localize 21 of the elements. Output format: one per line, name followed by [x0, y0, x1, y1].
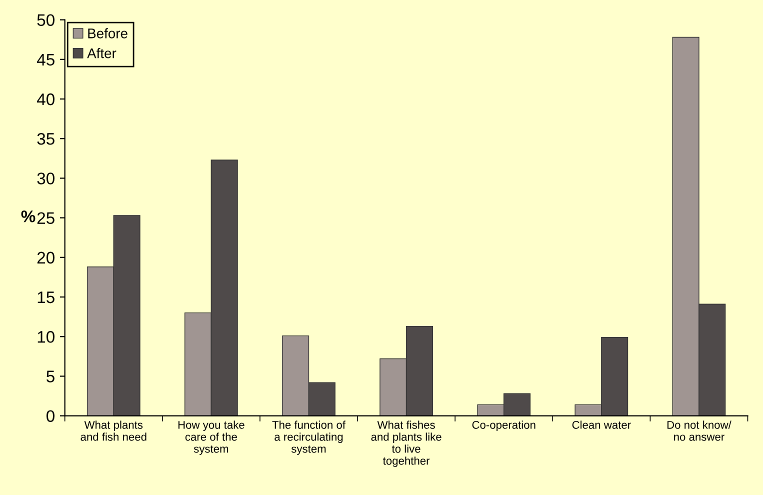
- y-tick-label: 35: [37, 133, 54, 145]
- y-tick-label: 0: [46, 410, 54, 422]
- y-tick-label: 40: [36, 93, 54, 106]
- x-tick-label: Co-operation: [472, 420, 536, 432]
- x-tick-label: What plants and fish need: [80, 420, 146, 441]
- x-tick-label: Do not know/ no answer: [667, 420, 732, 441]
- legend-label: Before: [88, 28, 128, 38]
- legend-label: After: [87, 48, 116, 58]
- x-tick-label: What fishes and plants like to live togehther: [371, 420, 442, 467]
- x-tick-label: Clean water: [572, 420, 631, 429]
- y-axis-title: %: [21, 210, 36, 222]
- y-tick-label: 15: [38, 292, 54, 304]
- x-tick-label: How you take care of the system: [178, 420, 244, 455]
- y-tick-label: 10: [38, 331, 54, 343]
- x-tick-label: The function of a recirculating system: [272, 420, 346, 455]
- y-tick-label: 45: [36, 54, 54, 66]
- y-tick-label: 25: [37, 212, 54, 224]
- y-tick-label: 5: [46, 370, 54, 382]
- y-tick-label: 50: [37, 14, 54, 26]
- y-tick-label: 30: [37, 172, 54, 184]
- y-tick-label: 20: [37, 252, 54, 264]
